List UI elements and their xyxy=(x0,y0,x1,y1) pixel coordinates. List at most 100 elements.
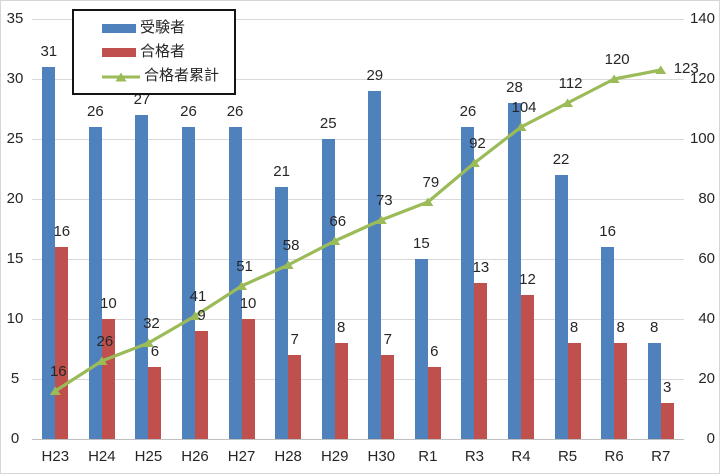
bar-passers-R5 xyxy=(567,343,581,439)
x-axis-tick-label: H25 xyxy=(134,448,163,465)
data-label-examinees-R6: 16 xyxy=(599,223,616,240)
left-axis-tick-label: 10 xyxy=(6,310,24,327)
x-axis-tick-label: R5 xyxy=(557,448,578,465)
x-axis-tick-label: R1 xyxy=(418,448,438,465)
data-label-cumulative-passers-H25: 32 xyxy=(143,315,160,332)
data-label-examinees-H23: 31 xyxy=(40,43,58,60)
legend-swatch-passers xyxy=(102,47,136,57)
bar-passers-H28 xyxy=(288,355,302,439)
data-label-cumulative-passers-R5: 112 xyxy=(558,75,583,92)
data-label-examinees-R5: 22 xyxy=(552,151,570,168)
bar-examinees-H24 xyxy=(88,127,102,439)
data-label-passers-R3: 13 xyxy=(472,259,490,276)
bar-passers-R3 xyxy=(474,283,488,439)
x-axis-tick-label: R7 xyxy=(651,448,671,465)
bar-examinees-H29 xyxy=(321,139,335,439)
bar-passers-H27 xyxy=(241,319,255,439)
x-axis-tick-label: H27 xyxy=(227,448,256,465)
x-axis-tick-label: H30 xyxy=(367,448,396,465)
right-axis-tick-label: 140 xyxy=(689,10,715,27)
gridline xyxy=(32,19,684,20)
legend-label-passers: 合格者 xyxy=(140,43,186,60)
right-axis-tick-label: 120 xyxy=(689,70,715,87)
data-label-examinees-H29: 25 xyxy=(319,115,337,132)
bar-examinees-H26 xyxy=(182,127,195,439)
right-axis-tick-label: 100 xyxy=(689,130,715,147)
data-label-cumulative-passers-H24: 26 xyxy=(96,333,114,350)
x-axis-tick-label: H26 xyxy=(181,448,209,465)
bar-passers-H26 xyxy=(195,331,208,439)
bar-examinees-H25 xyxy=(135,115,149,439)
data-label-passers-R6: 8 xyxy=(616,319,625,336)
triangle-marker-R7 xyxy=(655,65,667,74)
data-label-examinees-H30: 29 xyxy=(366,67,384,84)
bar-passers-H29 xyxy=(334,343,348,439)
bar-examinees-R6 xyxy=(601,247,615,439)
legend-swatch-examinees xyxy=(102,23,136,33)
legend-label-examinees: 受験者 xyxy=(140,19,186,36)
x-axis-tick-label: R3 xyxy=(464,448,485,465)
left-axis-tick-label: 35 xyxy=(6,10,24,27)
bar-passers-R4 xyxy=(521,295,534,439)
data-label-cumulative-passers-R1: 79 xyxy=(422,174,440,191)
data-label-passers-R5: 8 xyxy=(569,319,579,336)
data-label-passers-H25: 6 xyxy=(150,343,160,360)
bar-passers-R1 xyxy=(427,367,441,439)
data-label-passers-H30: 7 xyxy=(383,331,392,348)
data-label-examinees-H26: 26 xyxy=(180,103,197,120)
left-axis-tick-label: 25 xyxy=(6,130,24,147)
data-label-examinees-R4: 28 xyxy=(506,79,523,96)
data-label-cumulative-passers-H26: 41 xyxy=(189,288,207,305)
data-label-examinees-R1: 15 xyxy=(413,235,430,252)
data-label-passers-H24: 10 xyxy=(100,295,117,312)
data-label-passers-R1: 6 xyxy=(430,343,439,360)
right-axis-tick-label: 40 xyxy=(698,310,715,327)
x-axis-tick-label: R6 xyxy=(604,448,624,465)
data-label-passers-H26: 9 xyxy=(197,307,206,324)
data-label-cumulative-passers-R7: 123 xyxy=(673,60,699,77)
data-label-cumulative-passers-R4: 104 xyxy=(511,99,537,116)
data-label-cumulative-passers-H28: 58 xyxy=(282,237,300,254)
gridline xyxy=(32,259,684,260)
right-axis-tick-label: 60 xyxy=(698,250,715,267)
data-label-passers-R7: 3 xyxy=(663,379,672,396)
bar-examinees-H23 xyxy=(42,67,56,439)
right-axis-tick-label: 80 xyxy=(698,190,715,207)
data-label-passers-H29: 8 xyxy=(337,319,346,336)
triangle-marker-R5 xyxy=(562,98,574,107)
left-axis-tick-label: 5 xyxy=(10,370,20,387)
bar-passers-R7 xyxy=(660,403,674,439)
data-label-examinees-R3: 26 xyxy=(459,103,477,120)
bar-examinees-H28 xyxy=(275,187,289,439)
data-label-cumulative-passers-H27: 51 xyxy=(236,258,253,275)
data-label-cumulative-passers-H29: 66 xyxy=(329,213,347,230)
x-axis-tick-label: H28 xyxy=(274,448,302,465)
right-axis-tick-label: 0 xyxy=(706,430,715,447)
data-label-cumulative-passers-R3: 92 xyxy=(469,135,486,152)
data-label-passers-H28: 7 xyxy=(290,331,299,348)
left-axis-tick-label: 30 xyxy=(6,70,24,87)
legend: 受験者合格者合格者累計 xyxy=(72,9,236,95)
left-axis-tick-label: 0 xyxy=(10,430,20,447)
left-axis-tick-label: 20 xyxy=(6,190,24,207)
data-label-passers-H23: 16 xyxy=(53,223,71,240)
data-label-cumulative-passers-H23: 16 xyxy=(49,363,67,380)
legend-swatch-cumulative-passers xyxy=(102,70,140,82)
gridline xyxy=(32,139,684,140)
data-label-cumulative-passers-R6: 120 xyxy=(604,51,630,68)
x-axis-tick-label: H24 xyxy=(88,448,116,465)
x-axis-tick-label: R4 xyxy=(511,448,531,465)
x-axis-tick-label: H29 xyxy=(320,448,349,465)
bar-passers-H30 xyxy=(381,355,395,439)
legend-item-cumulative-passers: 合格者累計 xyxy=(102,65,234,87)
gridline xyxy=(32,199,684,200)
x-axis-tick-label: H23 xyxy=(41,448,70,465)
gridline xyxy=(32,379,684,380)
legend-label-cumulative-passers: 合格者累計 xyxy=(144,67,220,84)
data-label-passers-H27: 10 xyxy=(239,295,257,312)
legend-item-examinees: 受験者 xyxy=(102,17,234,39)
bar-passers-H23 xyxy=(55,247,69,439)
right-axis-tick-label: 20 xyxy=(698,370,715,387)
data-label-cumulative-passers-H30: 73 xyxy=(375,192,393,209)
